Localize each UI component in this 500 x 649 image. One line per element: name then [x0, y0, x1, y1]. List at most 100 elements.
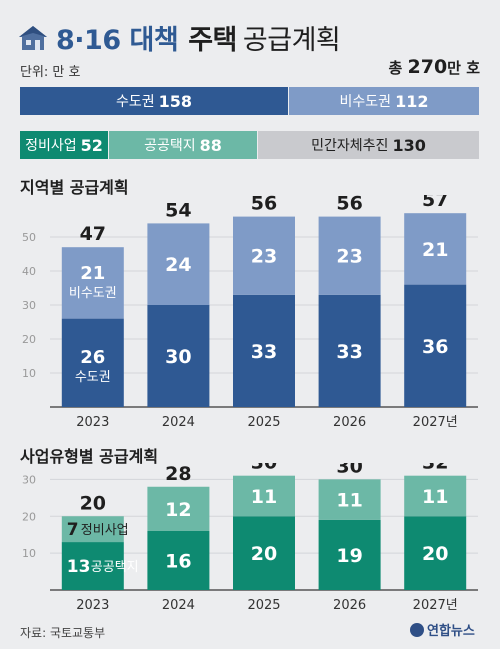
bar-segment: [233, 475, 295, 517]
summary-noncapital: 비수도권 112: [289, 87, 479, 115]
data-label: 7: [67, 520, 79, 540]
data-label: 33: [336, 341, 362, 363]
summary-private-value: 130: [392, 135, 426, 155]
y-tick-label: 30: [22, 299, 36, 312]
total-label: 20: [80, 492, 106, 514]
series-label: 정비사업: [81, 523, 129, 538]
bar-segment: [61, 247, 124, 319]
y-tick-label: 20: [22, 510, 36, 523]
x-tick-label: 2027년: [413, 598, 458, 613]
title-rest: 공급계획: [242, 25, 341, 56]
summary-noncapital-value: 112: [395, 91, 429, 111]
bar-segment: [404, 516, 467, 590]
summary-publand-value: 88: [199, 135, 222, 155]
data-label: 23: [336, 246, 362, 268]
x-tick-label: 2025: [247, 415, 280, 430]
bar-segment: [61, 516, 124, 543]
summary-redevelop-label: 정비사업: [25, 138, 77, 154]
total-label: 57: [422, 195, 448, 211]
summary-noncapital-label: 비수도권: [339, 94, 392, 110]
x-tick-label: 2023: [76, 415, 109, 430]
y-tick-label: 30: [22, 473, 36, 486]
bar-segment: [147, 486, 210, 531]
series-label: 수도권: [75, 370, 111, 385]
bar-segment: [318, 294, 381, 407]
summary-capital-label: 수도권: [115, 94, 155, 110]
data-label: 21: [422, 239, 448, 261]
data-label: 30: [165, 346, 191, 368]
bar-segment: [318, 479, 381, 520]
y-tick-label: 50: [22, 231, 36, 244]
data-label: 12: [165, 499, 191, 521]
bar-segment: [233, 216, 295, 295]
y-tick-label: 10: [22, 547, 36, 560]
data-label: 19: [336, 545, 362, 567]
x-tick-label: 2023: [76, 598, 109, 613]
bar-segment: [404, 213, 467, 285]
bar-segment: [404, 475, 467, 517]
data-label: 20: [251, 543, 277, 565]
data-label: 21: [80, 263, 105, 284]
summary-publand-label: 공공택지: [144, 138, 196, 154]
summary-redevelop-value: 52: [80, 135, 103, 155]
bar-segment: [404, 284, 467, 407]
logo-text: 연합뉴스: [427, 624, 475, 639]
header-title: 8·16 대책 주택 공급계획: [18, 18, 341, 57]
total-label: 28: [165, 463, 191, 485]
x-tick-label: 2027년: [413, 415, 458, 430]
data-label: 13: [67, 557, 91, 577]
x-tick-label: 2024: [162, 415, 195, 430]
bar-segment: [318, 216, 381, 295]
y-tick-label: 10: [22, 367, 36, 380]
x-tick-label: 2025: [247, 598, 280, 613]
total-label: 32: [422, 463, 448, 474]
total-unit: 만 호: [447, 59, 480, 77]
total-summary: 총 270만 호: [388, 56, 480, 78]
data-label: 11: [251, 486, 277, 508]
x-tick-label: 2026: [333, 415, 366, 430]
bar-segment: [147, 531, 210, 590]
y-tick-label: 20: [22, 333, 36, 346]
total-value: 270: [407, 56, 448, 78]
data-label: 33: [251, 341, 277, 363]
title-main: 8·16 대책: [56, 25, 179, 56]
summary-redevelop: 정비사업 52: [20, 131, 108, 159]
house-icon: [19, 25, 47, 50]
series-label: 공공택지: [91, 560, 139, 575]
summary-private: 민간자체추진 130: [258, 131, 479, 159]
data-label: 11: [422, 486, 448, 508]
summary-capital: 수도권 158: [20, 87, 288, 115]
data-label: 11: [336, 490, 362, 512]
bar-segment: [233, 294, 295, 407]
chart-regional: 10 20 30 40 50 26 수도권 21 비수도권 47 2023 30 24 54 2024 33 2…: [22, 195, 478, 430]
bar-segment: [147, 305, 210, 407]
publisher-logo: 연합뉴스: [410, 620, 475, 639]
total-label: 56: [251, 195, 277, 215]
y-tick-label: 40: [22, 265, 36, 278]
x-tick-label: 2024: [162, 598, 195, 613]
total-label: 56: [336, 195, 362, 215]
unit-label: 단위: 만 호: [20, 65, 81, 80]
total-label: 47: [80, 223, 106, 245]
bar-segment: [61, 318, 124, 407]
total-label: 30: [336, 463, 362, 477]
globe-icon: [410, 622, 424, 637]
chart1-title: 지역별 공급계획: [20, 178, 129, 197]
total-label: 30: [251, 463, 277, 474]
data-label: 24: [165, 254, 191, 276]
data-label: 26: [80, 347, 105, 368]
bar-segment: [61, 542, 124, 590]
title-key: 주택: [188, 25, 237, 56]
bar-segment: [233, 516, 295, 590]
bar-segment: [147, 223, 210, 305]
source-note: 자료: 국토교통부: [20, 626, 106, 640]
data-label: 36: [422, 336, 448, 358]
data-label: 16: [165, 551, 191, 573]
x-tick-label: 2026: [333, 598, 366, 613]
summary-private-label: 민간자체추진: [311, 138, 389, 154]
summary-publand: 공공택지 88: [109, 131, 257, 159]
total-label: 54: [165, 199, 191, 221]
series-label: 비수도권: [69, 286, 117, 301]
chart2-title: 사업유형별 공급계획: [20, 447, 159, 466]
